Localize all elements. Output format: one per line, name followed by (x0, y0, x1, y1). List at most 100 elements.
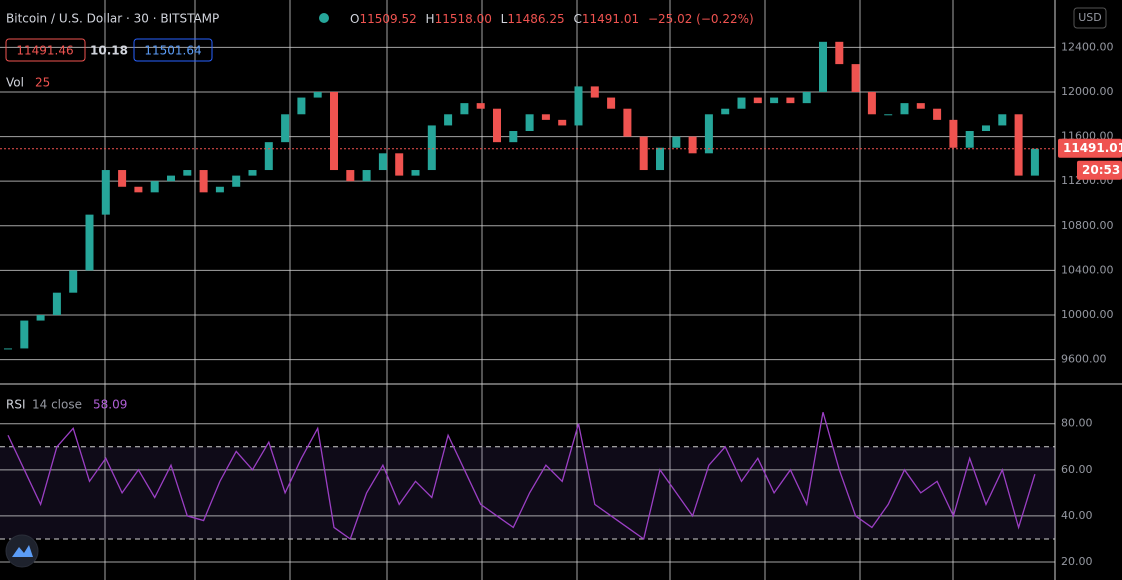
bid-box[interactable] (5, 38, 86, 62)
candle (36, 314, 45, 321)
candle (541, 114, 550, 120)
candle (215, 186, 224, 193)
spread: 10.18 (90, 44, 128, 58)
bid: 11491.46 (16, 44, 73, 58)
close-label: C (573, 12, 581, 26)
y-tick-label: 20.00 (1061, 555, 1093, 568)
candle (916, 103, 925, 109)
rsi-last: 58.09 (93, 398, 127, 412)
candle (509, 131, 518, 143)
candle (427, 125, 436, 171)
y-tick-label: 80.00 (1061, 417, 1093, 430)
status-dot (319, 13, 329, 23)
rsi-params: 14 close (32, 398, 82, 412)
candle (688, 136, 697, 154)
candle (476, 103, 485, 109)
price-tags: 11491.01 20:53 (1058, 138, 1122, 180)
candle (199, 170, 208, 193)
y-tick-label: 12000.00 (1061, 85, 1114, 98)
rsi-title: RSI (6, 398, 26, 412)
candle (150, 181, 159, 193)
ohlc: O11509.52 H11518.00 L11486.25 C11491.01 … (350, 12, 754, 26)
candle (835, 41, 844, 65)
candle (411, 170, 420, 176)
candle (574, 86, 583, 126)
candle (444, 114, 453, 126)
candle (330, 91, 338, 171)
candle (982, 125, 990, 132)
candle (965, 131, 974, 148)
candle (786, 97, 795, 104)
candle (656, 147, 664, 171)
candle (378, 153, 387, 171)
candle (721, 108, 730, 115)
candle (623, 108, 632, 137)
candle (493, 108, 501, 143)
candle (998, 114, 1007, 126)
candle (134, 186, 143, 193)
candle (753, 97, 762, 104)
ask: 11501.64 (144, 44, 201, 58)
candle (460, 103, 469, 115)
candle (639, 136, 648, 171)
open-label: O (350, 12, 359, 26)
currency-button[interactable] (1073, 7, 1107, 29)
candle (281, 114, 290, 143)
logo-icon (12, 545, 33, 557)
y-tick-label: 12400.00 (1061, 40, 1114, 53)
change: −25.02 (−0.22%) (648, 12, 754, 26)
price-tag-bg (1058, 138, 1122, 158)
open: 11509.52 (359, 12, 416, 26)
price-tag: 11491.01 (1063, 141, 1122, 155)
candle (264, 142, 273, 171)
symbol: Bitcoin / U.S. Dollar · 30 · BITSTAMP (6, 12, 219, 26)
rsi-line (7, 412, 1036, 541)
vol-label: Vol (6, 76, 24, 90)
currency: USD (1078, 11, 1102, 24)
candle (770, 97, 779, 104)
candle (183, 170, 192, 176)
candle (558, 119, 567, 126)
candle (704, 114, 713, 154)
low-label: L (501, 12, 508, 26)
close: 11491.01 (582, 12, 639, 26)
countdown-bg (1077, 160, 1122, 180)
candle (884, 114, 893, 116)
candle (933, 108, 942, 120)
candle (313, 91, 322, 98)
vertical-grid (104, 0, 954, 580)
vol-value: 25 (35, 76, 50, 90)
y-tick-label: 10000.00 (1061, 308, 1114, 321)
countdown: 20:53 (1082, 163, 1120, 177)
candle (346, 170, 355, 182)
candle (590, 86, 599, 98)
y-tick-label: 60.00 (1061, 463, 1093, 476)
candle (69, 270, 78, 293)
y-tick-label: 10400.00 (1061, 263, 1114, 276)
candle (101, 170, 110, 215)
ask-box[interactable] (133, 38, 213, 62)
candle (118, 170, 127, 187)
candle (819, 41, 827, 92)
candle (248, 170, 257, 176)
candle (395, 153, 404, 176)
candle (167, 175, 175, 182)
candle (362, 170, 371, 182)
y-tick-label: 40.00 (1061, 509, 1093, 522)
candle (20, 320, 29, 349)
candle (737, 97, 746, 109)
candle (1014, 114, 1023, 176)
low: 11486.25 (507, 12, 564, 26)
candle (525, 114, 534, 132)
candle (52, 292, 61, 315)
candle (4, 348, 12, 350)
candle (607, 97, 616, 109)
candle (802, 91, 811, 104)
candle (672, 136, 681, 148)
candle (949, 119, 958, 148)
candle (851, 64, 860, 92)
candle (900, 103, 909, 115)
candle (85, 214, 94, 271)
candle (297, 97, 306, 115)
